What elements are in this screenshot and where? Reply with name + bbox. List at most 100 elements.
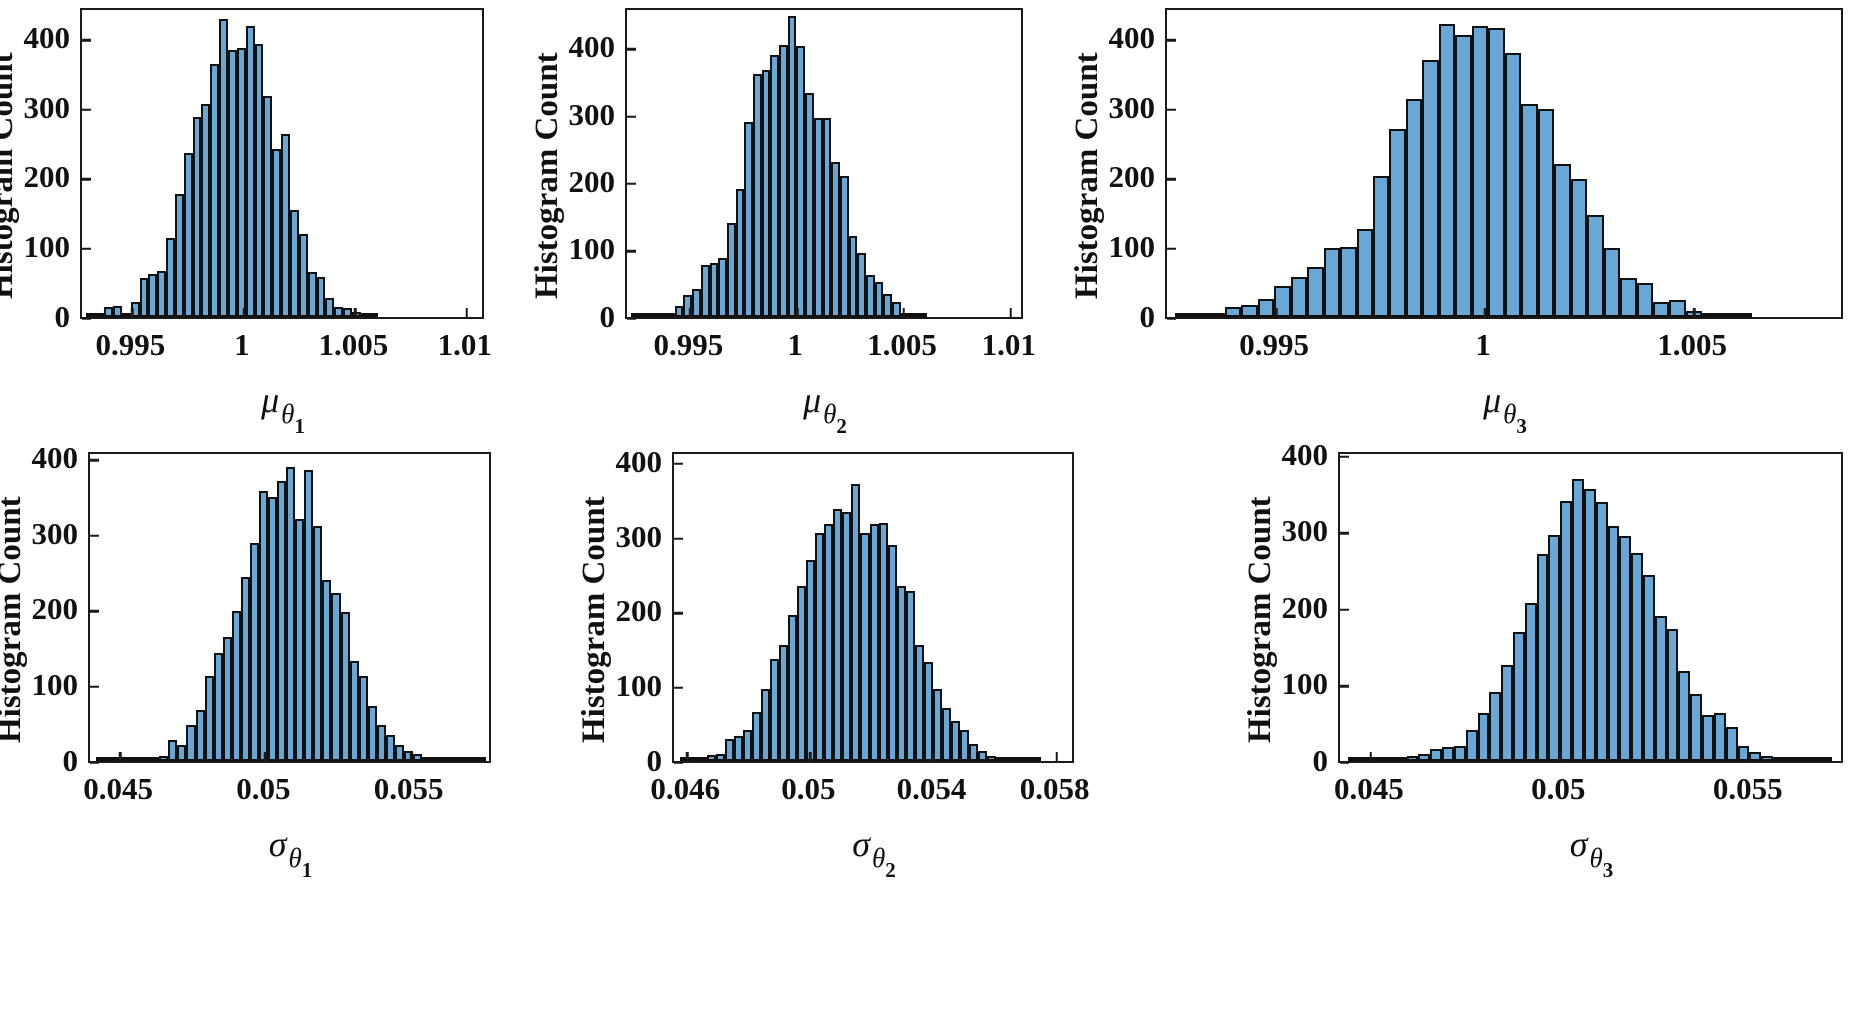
histogram-bar	[839, 176, 849, 317]
histogram-bar	[1394, 757, 1407, 761]
histogram-bar	[1513, 632, 1525, 761]
y-axis-tick-mark	[82, 39, 91, 42]
histogram-bar	[174, 193, 184, 317]
y-axis-tick-label: 300	[23, 89, 71, 125]
y-axis-tick-label: 400	[1108, 20, 1156, 56]
histogram-bar	[1307, 266, 1324, 317]
y-axis-tick-mark	[1340, 608, 1349, 611]
y-axis-tick-label: 300	[615, 518, 663, 554]
histogram-bar	[959, 729, 969, 761]
x-axis-tick-mark	[465, 308, 469, 317]
x-axis-label: μθ3	[1483, 379, 1527, 438]
histogram-bar	[1438, 24, 1456, 317]
x-axis-tick-label: 1.005	[867, 327, 937, 362]
histogram-bar	[367, 705, 377, 761]
histogram-panel-sigma-theta-2: 0 100 200 300 400 0.046 0.05 0.054 0.058 Histogra…	[576, 444, 1089, 882]
x-axis-tick-label: 1	[1475, 327, 1491, 362]
histogram-bar	[325, 298, 335, 317]
histogram-bar	[986, 755, 996, 761]
x-axis-label-symbol: μ	[803, 380, 822, 420]
x-axis-tick-label: 0.05	[236, 771, 291, 806]
histogram-bar	[1504, 52, 1522, 317]
histogram-bar	[1442, 747, 1454, 761]
histogram-bar	[1603, 248, 1621, 317]
histogram-bar	[1422, 59, 1439, 317]
histogram-bar	[822, 117, 832, 317]
x-axis-tick-mark	[809, 752, 812, 761]
x-axis-tick-label: 0.995	[95, 327, 166, 362]
x-axis-tick-label: 0.045	[83, 771, 153, 806]
x-axis-tick-mark	[795, 308, 799, 317]
histogram-bar	[1521, 104, 1538, 317]
histogram-bar	[192, 116, 202, 317]
histogram-bar	[1290, 277, 1308, 317]
histogram-bar	[1406, 756, 1419, 761]
y-axis-tick-label: 400	[23, 20, 71, 56]
x-axis-label-symbol: μ	[1483, 380, 1502, 420]
histogram-bar	[968, 743, 978, 761]
histogram-bar	[734, 736, 744, 761]
histogram-bar	[1022, 757, 1032, 761]
histogram-bar	[1718, 313, 1736, 317]
y-axis-tick-mark	[674, 761, 683, 764]
histogram-bar	[228, 49, 237, 317]
histogram-bar	[1784, 757, 1797, 761]
histogram-bar	[431, 757, 441, 761]
histogram-bar	[272, 148, 282, 317]
histogram-bar	[1654, 615, 1667, 761]
histogram-bar	[1595, 502, 1608, 761]
y-axis-tick-mark	[627, 182, 636, 186]
plot-area	[625, 8, 1023, 320]
x-axis-tick-label: 0.046	[650, 771, 721, 806]
histogram-bar	[1749, 751, 1762, 761]
x-axis-tick-label: 1.01	[981, 327, 1036, 362]
histogram-bar	[231, 610, 241, 761]
histogram-bar	[86, 313, 96, 317]
x-axis-label-subscript-theta: θ	[281, 399, 295, 429]
y-axis-tick-mark	[627, 317, 636, 320]
y-axis-tick-mark	[1340, 684, 1349, 688]
histogram-bar	[222, 637, 232, 761]
histogram-bar	[1607, 526, 1620, 761]
histogram-bar	[331, 593, 341, 761]
y-axis-tick-label: 300	[568, 96, 616, 132]
bar-series	[90, 454, 489, 761]
x-axis-tick-mark	[1748, 752, 1751, 761]
y-axis-tick-mark	[1167, 39, 1176, 42]
y-axis-tick-mark	[674, 611, 683, 615]
histogram-bar	[249, 543, 259, 761]
y-axis-tick-label: 300	[1281, 513, 1329, 548]
histogram-bar	[289, 209, 299, 317]
histogram-bar	[1241, 305, 1258, 317]
histogram-bar	[865, 275, 875, 317]
y-axis-tick-mark	[82, 108, 91, 112]
y-axis-tick-mark	[1167, 247, 1176, 251]
bar-series	[674, 454, 1072, 761]
histogram-bar	[914, 644, 924, 761]
histogram-bar	[123, 757, 133, 761]
histogram-bar	[219, 19, 229, 317]
histogram-bar	[95, 313, 105, 317]
histogram-bar	[698, 756, 708, 761]
histogram-bar	[770, 54, 780, 317]
histogram-bar	[240, 577, 250, 761]
histogram-bar	[440, 757, 450, 761]
y-axis-tick-mark	[1167, 317, 1176, 320]
histogram-bar	[1796, 757, 1809, 761]
histogram-bar	[700, 264, 710, 317]
x-axis-tick-mark	[902, 308, 906, 317]
plot-area	[672, 452, 1074, 764]
histogram-bar	[1323, 248, 1341, 317]
histogram-bar	[1820, 757, 1833, 761]
histogram-bar	[476, 757, 486, 761]
histogram-bar	[1453, 746, 1466, 761]
histogram-bar	[842, 512, 852, 761]
histogram-bar	[1737, 745, 1750, 761]
histogram-bar	[1666, 629, 1679, 761]
x-axis-label: μθ2	[803, 379, 847, 438]
x-axis-tick-mark	[932, 752, 935, 761]
x-axis-label-subscript-index: 2	[836, 414, 847, 438]
x-axis-tick-mark	[1692, 308, 1696, 317]
histogram-bar	[743, 729, 753, 761]
histogram-bar	[941, 708, 951, 761]
